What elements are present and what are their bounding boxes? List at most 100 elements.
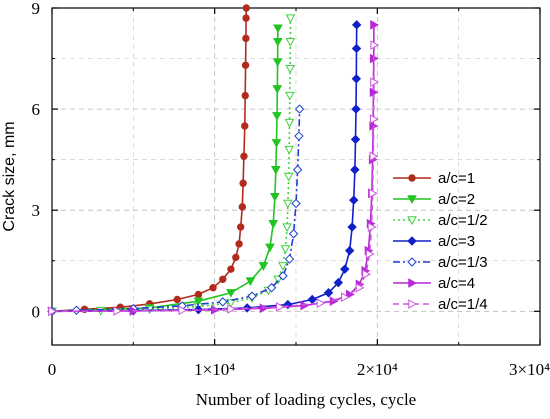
data-point [247, 291, 257, 301]
series-line [51, 109, 301, 313]
series-2 [47, 24, 283, 317]
data-point [219, 275, 227, 283]
data-point [323, 288, 334, 298]
series-line [51, 45, 375, 313]
data-point [258, 262, 269, 271]
legend: a/c=1 a/c=2 a/c=1/2 a/c=3 a/c=1/3 a/c=4 a/c=1/… [393, 170, 488, 313]
data-point [265, 243, 275, 253]
data-point [280, 245, 291, 254]
data-point [333, 277, 344, 288]
x-tick-label: 0 [48, 360, 57, 379]
data-point [266, 283, 277, 293]
data-point [226, 299, 236, 308]
legend-label: a/c=1/3 [438, 254, 488, 271]
data-point [288, 229, 299, 239]
axis-ticks [51, 7, 541, 345]
data-point [276, 302, 285, 312]
data-point [347, 222, 357, 232]
data-point [238, 203, 247, 211]
data-point [285, 38, 296, 47]
data-point [294, 104, 305, 114]
data-point [300, 300, 310, 311]
data-point [370, 40, 380, 50]
series-5 [47, 104, 305, 317]
data-point [340, 264, 350, 274]
data-point [227, 265, 235, 273]
data-point [270, 193, 280, 202]
data-point [355, 282, 365, 293]
data-point [236, 223, 245, 231]
y-tick-label: 0 [32, 302, 41, 321]
data-point [284, 118, 295, 128]
data-point [235, 240, 243, 248]
data-point [209, 284, 217, 292]
x-tick-label: 1×10⁴ [194, 360, 235, 379]
data-point [278, 271, 288, 281]
data-point [272, 38, 283, 47]
data-point [349, 195, 359, 205]
legend-label: a/c=3 [438, 233, 475, 250]
data-point [284, 91, 295, 101]
data-point [218, 297, 228, 307]
data-point [272, 58, 283, 67]
data-point [242, 14, 250, 22]
series-line [51, 24, 358, 313]
data-point [350, 165, 360, 175]
y-tick-label: 9 [32, 0, 41, 18]
data-point [284, 254, 295, 264]
data-point [283, 199, 293, 209]
data-point [278, 262, 288, 271]
legend-marker [407, 257, 417, 267]
data-point [241, 61, 250, 69]
data-point [239, 179, 247, 187]
legend-label: a/c=1/4 [438, 296, 488, 313]
legend-marker [407, 236, 417, 246]
series-line [51, 28, 279, 313]
data-point [48, 306, 58, 317]
y-tick-label: 6 [32, 100, 41, 119]
data-point [370, 20, 379, 30]
data-point [282, 223, 292, 233]
x-tick-label: 3×10⁴ [509, 360, 550, 379]
data-point [193, 297, 204, 307]
data-point [365, 249, 375, 259]
data-point [344, 245, 355, 256]
data-point [351, 104, 361, 114]
data-point [272, 112, 282, 121]
data-point [227, 304, 236, 314]
data-point [71, 305, 82, 315]
y-axis-label: Crack size, mm [1, 121, 18, 231]
data-point [242, 4, 251, 12]
y-tick-label: 3 [32, 201, 41, 220]
data-point [242, 34, 250, 43]
data-point [362, 269, 371, 280]
data-point [241, 91, 249, 100]
legend-label: a/c=1/2 [438, 212, 488, 229]
data-point [368, 188, 378, 199]
data-point [291, 198, 301, 209]
legend-label: a/c=1 [438, 170, 475, 187]
data-point [178, 305, 188, 316]
data-point [226, 289, 236, 298]
data-point [292, 165, 303, 175]
data-point [316, 298, 326, 309]
data-point [285, 14, 296, 24]
data-point [351, 43, 362, 54]
x-axis-label: Number of loading cycles, cycle [196, 390, 416, 409]
data-point [194, 290, 203, 299]
data-point [350, 134, 361, 145]
data-point [173, 295, 181, 304]
legend-marker [408, 278, 418, 288]
legend-label: a/c=2 [438, 191, 475, 208]
data-point [241, 122, 249, 130]
data-point [369, 114, 379, 125]
data-point [367, 222, 377, 232]
data-point [270, 166, 281, 175]
legend-marker [408, 174, 416, 182]
data-point [268, 219, 279, 229]
data-point [284, 145, 295, 155]
data-point [272, 85, 283, 94]
data-point [285, 64, 295, 74]
data-point [294, 131, 304, 141]
